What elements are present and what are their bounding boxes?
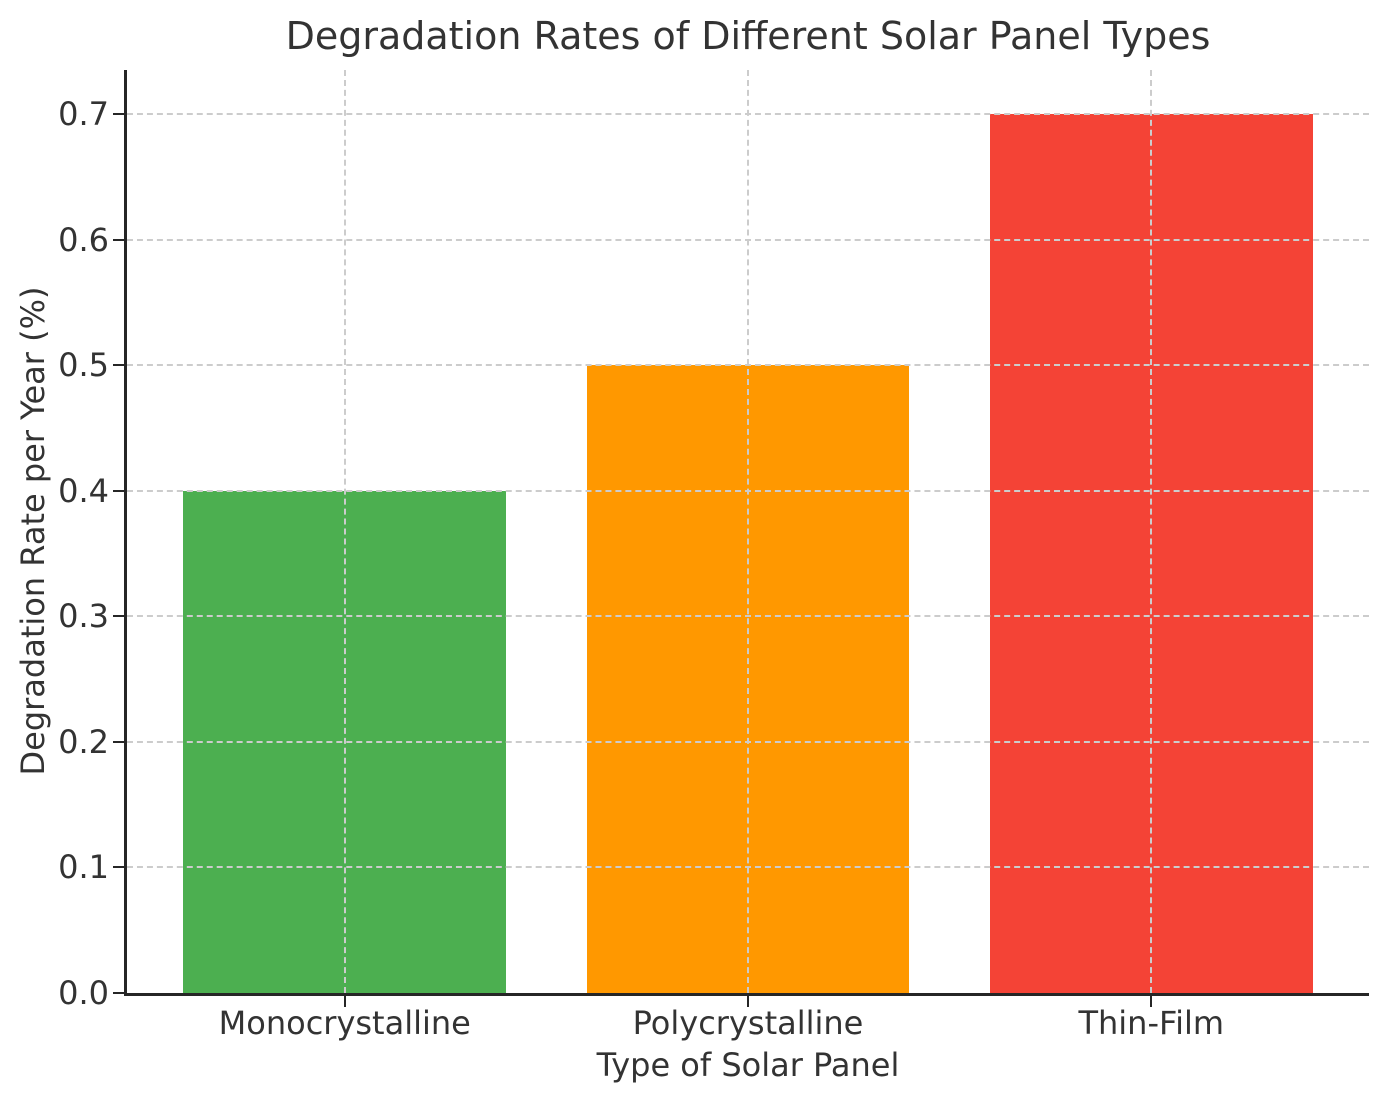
v-gridline: [747, 70, 749, 993]
y-tick: [113, 615, 124, 618]
y-tick: [113, 866, 124, 869]
y-tick: [113, 112, 124, 115]
y-tick-label: 0.1: [58, 848, 109, 887]
y-tick: [113, 364, 124, 367]
x-axis-label: Type of Solar Panel: [596, 1046, 900, 1084]
y-tick-label: 0.0: [58, 974, 109, 1012]
x-tick: [343, 996, 346, 1007]
y-tick: [113, 489, 124, 492]
x-axis-spine: [124, 993, 1369, 996]
y-tick-label: 0.2: [58, 722, 109, 761]
y-axis-label: Degradation Rate per Year (%): [14, 286, 52, 776]
v-gridline: [343, 70, 346, 993]
y-tick-label: 0.3: [58, 597, 109, 636]
x-tick: [1150, 996, 1153, 1007]
x-tick-label: Monocrystalline: [218, 1004, 471, 1042]
y-tick-label: 0.6: [58, 220, 109, 259]
y-tick: [113, 238, 124, 241]
y-tick-label: 0.7: [58, 94, 109, 133]
chart-title: Degradation Rates of Different Solar Pan…: [285, 14, 1211, 58]
y-tick: [113, 992, 124, 994]
y-tick-label: 0.4: [58, 471, 109, 510]
y-tick-label: 0.5: [58, 346, 109, 385]
v-gridline: [1150, 70, 1153, 993]
x-tick-label: Thin-Film: [1078, 1004, 1225, 1042]
x-tick-label: Polycrystalline: [632, 1004, 864, 1042]
plot-area: [124, 70, 1369, 996]
y-axis-spine: [124, 70, 127, 996]
y-tick: [113, 740, 124, 743]
x-tick: [747, 996, 749, 1007]
